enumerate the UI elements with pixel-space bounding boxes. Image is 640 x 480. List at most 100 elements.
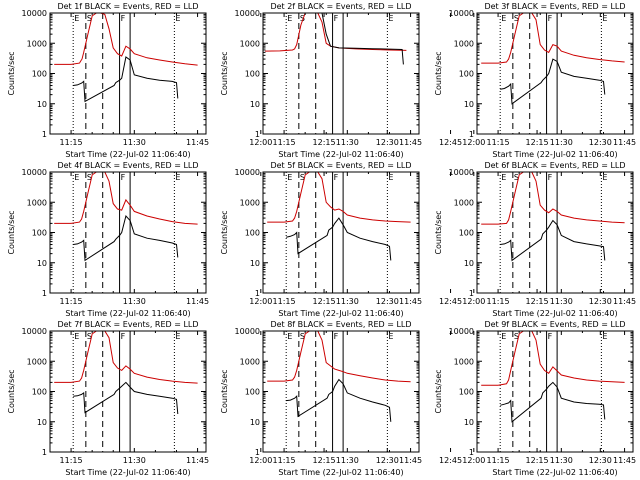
series-line-events [321, 13, 404, 65]
y-axis-label: Counts/sec [7, 369, 16, 413]
series-line-lld [267, 331, 411, 383]
x-tick-label: 12:15 [313, 138, 336, 147]
marker-label: S [87, 14, 92, 23]
y-tick-label: 100 [245, 388, 260, 397]
x-axis-label: Start Time (22-Jul-02 11:06:40) [65, 468, 190, 477]
chart-title: Det 8f BLACK = Events, RED = LLD [270, 320, 411, 329]
y-tick-label: 10 [37, 418, 47, 427]
y-tick-label: 1000 [454, 39, 474, 48]
x-tick-label: 12:30 [376, 456, 399, 465]
marker-label: F [121, 173, 126, 182]
x-tick-label: 11:45 [613, 138, 636, 147]
x-tick-label: 11:45 [613, 297, 636, 306]
x-tick-label: 11:45 [399, 297, 422, 306]
y-tick-label: 10000 [22, 327, 47, 336]
chart-title: Det 6f BLACK = Events, RED = LLD [484, 161, 625, 170]
y-tick-label: 1000 [27, 357, 47, 366]
series-line-events [500, 381, 606, 423]
series-line-lld [481, 172, 625, 225]
y-tick-label: 1000 [27, 39, 47, 48]
chart-panel-det-6: Det 6f BLACK = Events, RED = LLD Counts/s… [434, 161, 636, 318]
chart-panel-det-5: Det 5f BLACK = Events, RED = LLD Counts/s… [220, 161, 612, 318]
x-tick-label: 11:45 [613, 456, 636, 465]
chart-panel-det-3: Det 3f BLACK = Events, RED = LLD Counts/s… [434, 2, 636, 159]
x-tick-label: 11:30 [336, 138, 359, 147]
y-tick-label: 1 [255, 289, 260, 298]
series-line-events [73, 214, 179, 262]
marker-label: F [548, 332, 553, 341]
y-tick-label: 1000 [454, 357, 474, 366]
marker-label: E [175, 332, 180, 341]
chart-title: Det 4f BLACK = Events, RED = LLD [57, 161, 198, 170]
y-axis-label: Counts/sec [220, 210, 229, 254]
y-tick-label: 10 [464, 259, 474, 268]
chart-title: Det 2f BLACK = Events, RED = LLD [270, 2, 411, 11]
chart-panel-det-4: Det 4f BLACK = Events, RED = LLD Counts/s… [7, 161, 462, 318]
marker-label: E [602, 332, 607, 341]
y-axis-label: Counts/sec [434, 51, 443, 95]
chart-panel-det-7: Det 7f BLACK = Events, RED = LLD Counts/s… [7, 320, 462, 477]
y-tick-label: 10000 [449, 9, 474, 18]
y-tick-label: 100 [245, 70, 260, 79]
marker-label: S [300, 173, 305, 182]
x-tick-label: 12:30 [589, 456, 612, 465]
x-axis-label: Start Time (22-Jul-02 11:06:40) [492, 468, 617, 477]
x-tick-label: 11:45 [399, 138, 422, 147]
x-tick-label: 11:30 [550, 297, 573, 306]
chart-title: Det 7f BLACK = Events, RED = LLD [57, 320, 198, 329]
y-tick-label: 100 [459, 229, 474, 238]
chart-panel-det-2: Det 2f BLACK = Events, RED = LLD Counts/s… [220, 2, 612, 159]
x-tick-label: 11:45 [399, 456, 422, 465]
marker-label: S [87, 332, 92, 341]
x-tick-label: 12:15 [526, 138, 549, 147]
chart-title: Det 9f BLACK = Events, RED = LLD [484, 320, 625, 329]
y-tick-label: 1000 [27, 198, 47, 207]
marker-label: F [121, 14, 126, 23]
x-tick-label: 11:30 [336, 456, 359, 465]
marker-label: E [501, 173, 506, 182]
marker-label: E [287, 14, 292, 23]
x-tick-label: 11:15 [487, 138, 510, 147]
marker-label: E [175, 14, 180, 23]
series-line-lld [267, 172, 411, 223]
y-axis-label: Counts/sec [7, 51, 16, 95]
x-tick-label: 12:00 [462, 297, 485, 306]
x-tick-label: 11:15 [487, 297, 510, 306]
y-tick-label: 100 [459, 388, 474, 397]
marker-label: F [121, 332, 126, 341]
marker-label: S [87, 173, 92, 182]
x-tick-label: 12:00 [249, 138, 272, 147]
x-tick-label: 12:15 [313, 456, 336, 465]
x-tick-label: 12:00 [249, 297, 272, 306]
series-line-lld [265, 13, 407, 52]
y-axis-label: Counts/sec [434, 210, 443, 254]
x-tick-label: 11:30 [123, 138, 146, 147]
marker-label: E [602, 173, 607, 182]
series-line-lld [54, 172, 198, 225]
y-axis-label: Counts/sec [220, 51, 229, 95]
y-tick-label: 1 [469, 130, 474, 139]
x-tick-label: 11:15 [60, 456, 83, 465]
x-axis-label: Start Time (22-Jul-02 11:06:40) [278, 309, 403, 318]
x-tick-label: 11:45 [186, 456, 209, 465]
y-tick-label: 1 [469, 448, 474, 457]
x-axis-label: Start Time (22-Jul-02 11:06:40) [278, 468, 403, 477]
y-tick-label: 10000 [22, 168, 47, 177]
y-tick-label: 10000 [449, 168, 474, 177]
x-tick-label: 11:30 [550, 456, 573, 465]
y-tick-label: 10000 [449, 327, 474, 336]
y-tick-label: 1000 [240, 39, 260, 48]
x-tick-label: 12:00 [462, 456, 485, 465]
x-tick-label: 12:45 [439, 456, 462, 465]
x-axis-label: Start Time (22-Jul-02 11:06:40) [65, 150, 190, 159]
x-tick-label: 11:15 [273, 138, 296, 147]
y-tick-label: 10 [37, 100, 47, 109]
series-line-events [500, 58, 606, 105]
marker-label: E [501, 332, 506, 341]
y-tick-label: 1 [42, 289, 47, 298]
x-tick-label: 11:15 [487, 456, 510, 465]
y-tick-label: 10 [250, 259, 260, 268]
y-tick-label: 10 [250, 418, 260, 427]
y-tick-label: 100 [32, 229, 47, 238]
y-tick-label: 1 [255, 448, 260, 457]
